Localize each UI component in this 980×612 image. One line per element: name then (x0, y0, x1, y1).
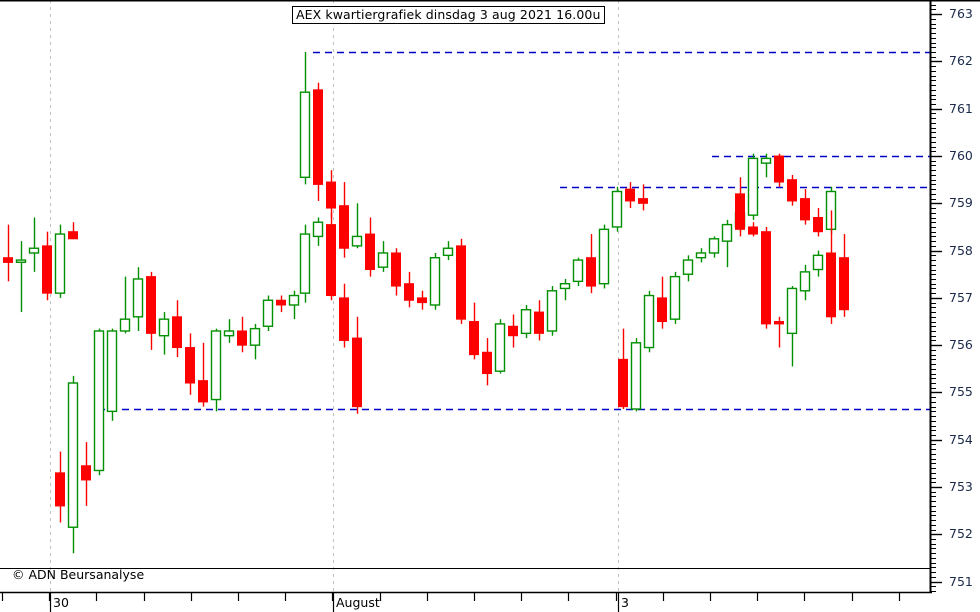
level-lines (98, 51, 930, 411)
x-axis-tick-label: 3 (621, 595, 629, 610)
y-axis-tick-label: 762 (949, 53, 973, 69)
y-axis-tick-label: 760 (949, 148, 973, 164)
candles (3, 52, 849, 554)
y-axis-tick-label: 758 (949, 242, 973, 258)
y-axis-tick-label: 754 (949, 431, 973, 447)
x-axis-tick-label: 30 (53, 595, 69, 610)
y-axis-tick-label: 751 (949, 573, 973, 589)
x-axis-tick-label: August (336, 595, 380, 610)
y-axis-tick-label: 752 (949, 526, 973, 542)
chart-title: AEX kwartiergrafiek dinsdag 3 aug 2021 1… (292, 6, 605, 24)
y-axis-tick-label: 756 (949, 337, 973, 353)
y-axis-tick-label: 761 (949, 100, 973, 116)
y-axis-tick-label: 763 (949, 6, 973, 22)
y-axis-tick-label: 755 (949, 384, 973, 400)
y-axis-tick-label: 759 (949, 195, 973, 211)
copyright-notice: © ADN Beursanalyse (12, 567, 145, 582)
y-axis-tick-label: 757 (949, 289, 973, 305)
y-axis-tick-label: 753 (949, 479, 973, 495)
